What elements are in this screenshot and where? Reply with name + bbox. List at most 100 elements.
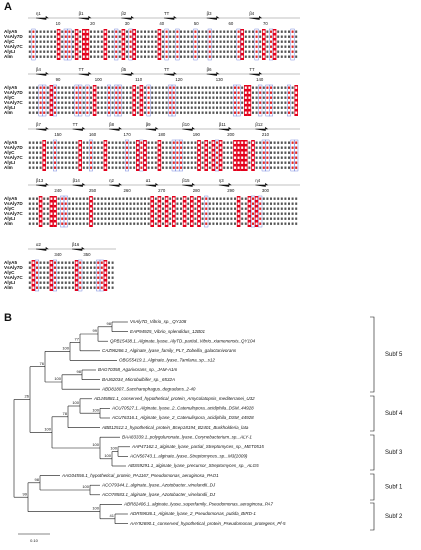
residue <box>57 141 60 144</box>
residue <box>183 111 186 114</box>
structure-label: TT <box>249 67 255 72</box>
residue <box>280 156 283 159</box>
residue <box>208 50 211 53</box>
residue <box>28 55 31 58</box>
residue <box>39 96 42 99</box>
residue <box>136 40 139 43</box>
residue <box>162 161 164 164</box>
residue <box>280 55 283 58</box>
residue <box>259 91 262 94</box>
residue <box>237 141 240 144</box>
residue <box>147 197 150 200</box>
residue <box>57 50 60 53</box>
residue <box>252 50 254 53</box>
residue <box>270 91 272 94</box>
residue <box>28 111 31 114</box>
conserved-column <box>31 260 36 291</box>
residue <box>82 212 85 215</box>
residue <box>212 161 215 164</box>
residue <box>208 207 211 210</box>
similar-column <box>265 139 270 172</box>
residue <box>57 222 60 225</box>
residue <box>205 197 208 200</box>
residue <box>183 91 186 94</box>
residue <box>61 50 64 53</box>
residue <box>61 202 64 205</box>
residue <box>252 166 254 169</box>
residue <box>187 212 190 215</box>
residue <box>82 55 85 58</box>
similar-column <box>124 139 129 172</box>
residue <box>223 111 226 114</box>
residue <box>237 207 240 210</box>
residue <box>194 55 197 58</box>
residue <box>90 166 92 169</box>
residue <box>104 202 107 205</box>
residue <box>50 286 53 289</box>
residue <box>262 35 265 38</box>
residue <box>183 40 186 43</box>
residue <box>187 45 190 48</box>
residue <box>270 207 272 210</box>
residue <box>234 222 236 225</box>
residue <box>241 222 244 225</box>
similar-column <box>42 84 47 117</box>
residue <box>248 86 251 89</box>
residue <box>234 50 236 53</box>
residue <box>180 106 182 109</box>
residue <box>230 222 233 225</box>
residue <box>97 151 100 154</box>
residue <box>248 30 251 33</box>
residue <box>72 202 74 205</box>
residue <box>288 30 290 33</box>
residue <box>169 30 172 33</box>
residue <box>39 166 42 169</box>
residue <box>151 40 154 43</box>
residue <box>252 91 254 94</box>
residue <box>201 45 204 48</box>
residue <box>169 207 172 210</box>
residue <box>86 202 89 205</box>
residue <box>176 202 179 205</box>
residue <box>212 217 215 220</box>
residue <box>291 212 294 215</box>
residue <box>126 50 128 53</box>
similar-column <box>99 259 104 292</box>
residue <box>57 276 60 279</box>
residue <box>172 91 175 94</box>
residue <box>190 106 193 109</box>
similar-column <box>175 28 180 61</box>
residue <box>244 45 247 48</box>
residue <box>270 212 272 215</box>
residue <box>151 45 154 48</box>
residue <box>100 45 103 48</box>
residue <box>266 156 269 159</box>
sequence-name: AlyA5 <box>4 140 17 145</box>
residue <box>180 30 182 33</box>
residue <box>255 35 258 38</box>
residue <box>205 30 208 33</box>
residue <box>244 207 247 210</box>
residue <box>223 151 226 154</box>
subfamily-label: Subf 3 <box>385 450 403 456</box>
residue <box>190 166 193 169</box>
residue <box>104 217 107 220</box>
residue <box>136 217 139 220</box>
residue <box>270 202 272 205</box>
residue <box>72 146 74 149</box>
residue <box>277 207 280 210</box>
residue <box>140 151 143 154</box>
residue <box>75 146 78 149</box>
residue <box>219 101 222 104</box>
residue <box>223 50 226 53</box>
structure-label: TT <box>164 11 170 16</box>
residue <box>219 161 222 164</box>
residue <box>284 55 287 58</box>
residue <box>50 266 53 269</box>
residue <box>140 91 143 94</box>
similar-column <box>74 84 79 117</box>
residue <box>176 50 179 53</box>
residue <box>57 40 60 43</box>
residue <box>43 151 46 154</box>
residue <box>133 86 136 89</box>
